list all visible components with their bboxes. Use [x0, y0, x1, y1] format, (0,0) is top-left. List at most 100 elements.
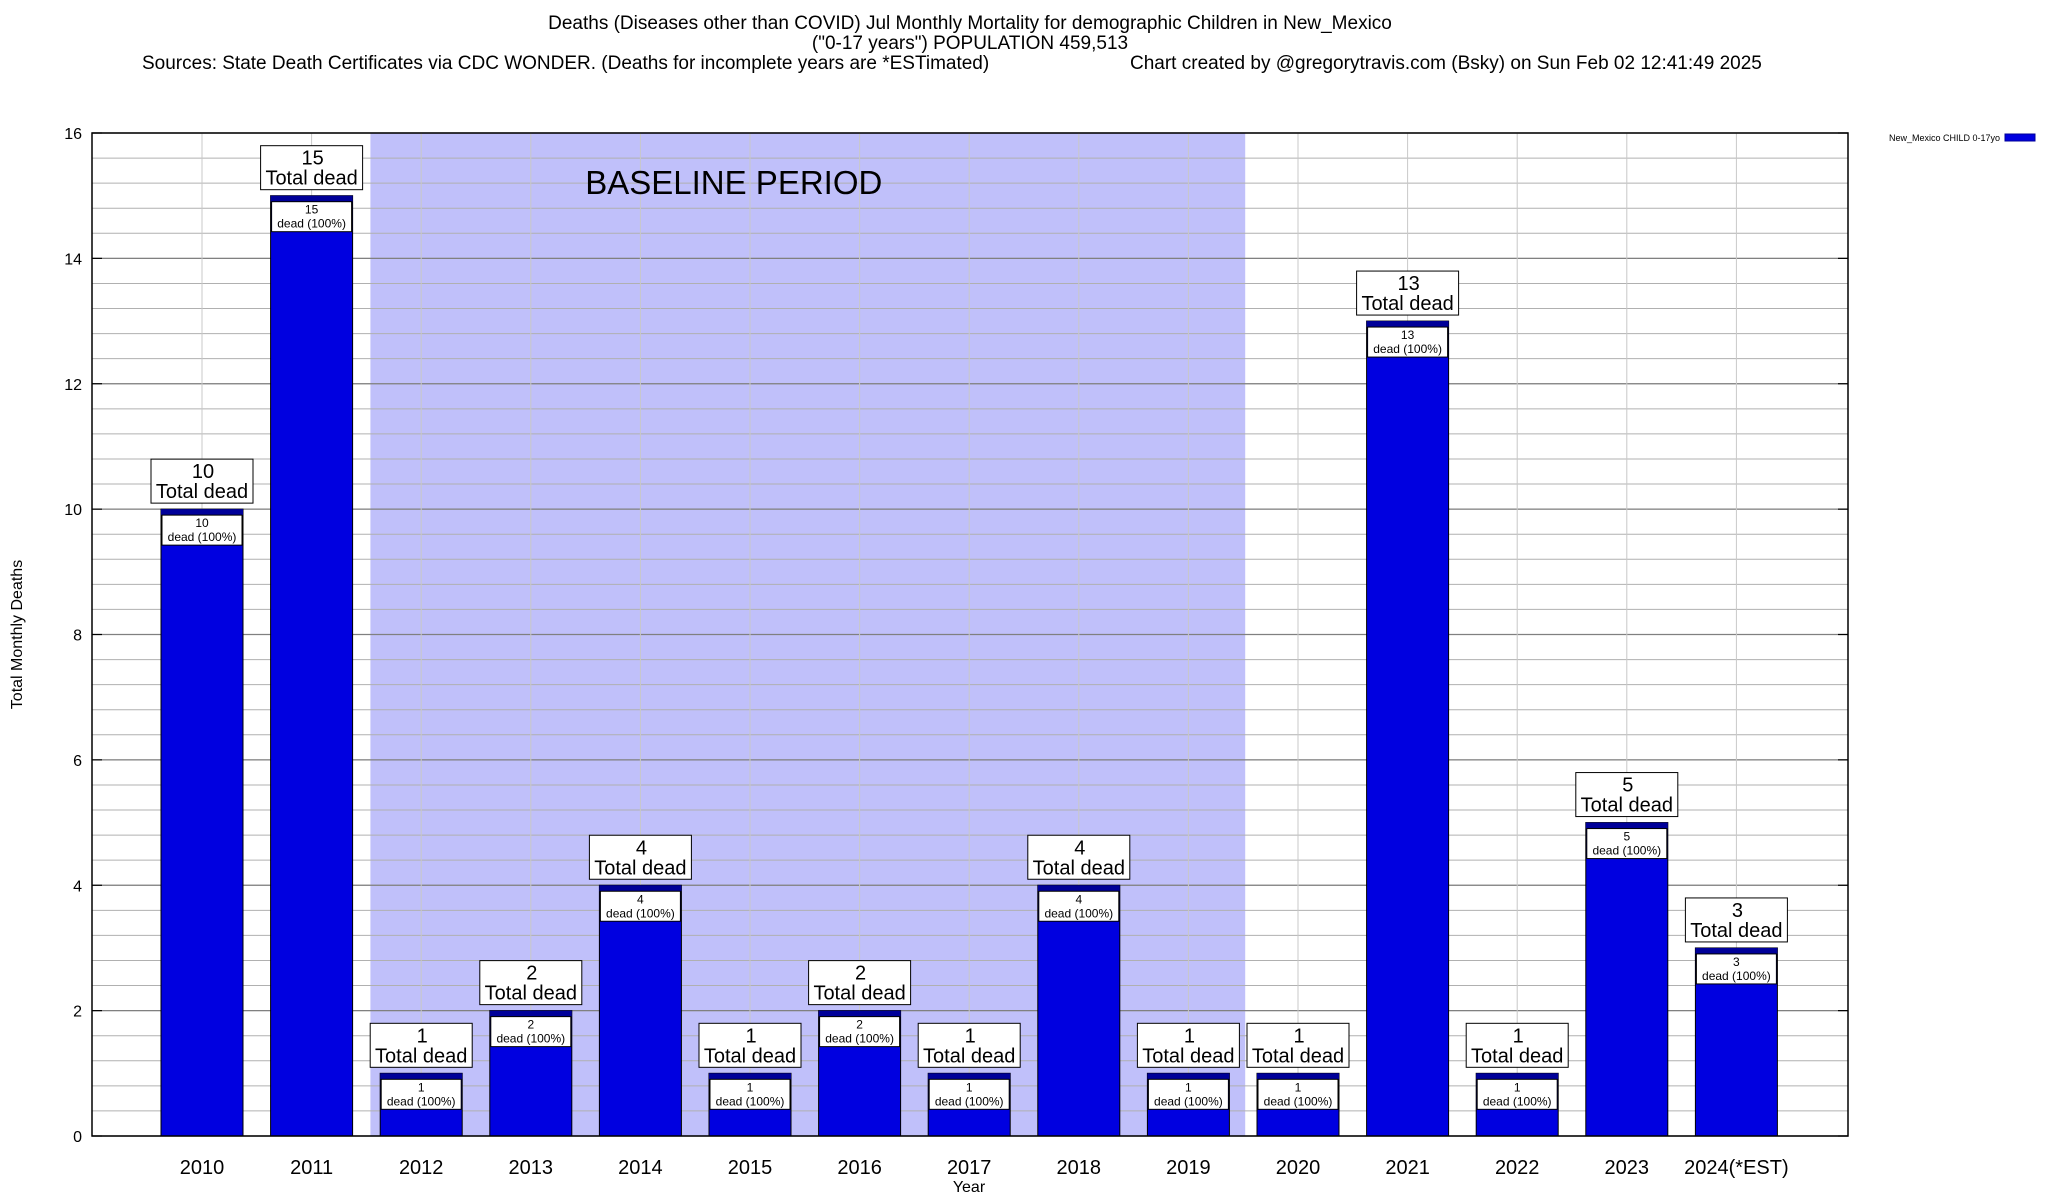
- total-dead-label: Total dead: [1690, 920, 1782, 942]
- inner-value-label: 1: [418, 1080, 425, 1094]
- inner-value-label: 4: [1075, 892, 1082, 906]
- total-value-label: 1: [417, 1025, 428, 1047]
- bar-cap: [928, 1073, 1011, 1080]
- inner-percent-label: dead (100%): [168, 530, 237, 544]
- total-label-box: [369, 1022, 473, 1068]
- bar-cap: [599, 885, 682, 892]
- baseline-period-label: BASELINE PERIOD: [585, 164, 882, 201]
- inner-value-label: 1: [747, 1080, 754, 1094]
- x-tick-label: 2017: [947, 1157, 992, 1179]
- inner-label-box: [1586, 828, 1668, 860]
- inner-label-box: [271, 201, 353, 233]
- bar-cap: [270, 195, 353, 202]
- inner-label-box: [1147, 1078, 1229, 1110]
- bar-cap: [1037, 885, 1120, 892]
- total-value-label: 1: [1293, 1025, 1304, 1047]
- inner-percent-label: dead (100%): [716, 1094, 785, 1108]
- total-value-label: 4: [1074, 837, 1085, 859]
- total-label-box: [150, 458, 254, 504]
- total-value-label: 10: [192, 461, 214, 483]
- total-label-box: [1246, 1022, 1350, 1068]
- total-label-box: [260, 145, 364, 191]
- total-dead-label: Total dead: [1252, 1045, 1344, 1067]
- total-dead-label: Total dead: [594, 857, 686, 879]
- total-value-label: 1: [1184, 1025, 1195, 1047]
- x-tick-label: 2013: [509, 1157, 554, 1179]
- total-label-box: [1684, 897, 1788, 943]
- total-label-box: [588, 834, 692, 880]
- chart-subtitle: ("0-17 years") POPULATION 459,513: [811, 33, 1129, 54]
- total-value-label: 5: [1622, 775, 1633, 797]
- y-axis-label: Total Monthly Deaths: [9, 560, 26, 709]
- bar: [270, 195, 354, 1137]
- bar-cap: [380, 1073, 463, 1080]
- inner-label-box: [819, 1016, 901, 1048]
- total-value-label: 1: [745, 1025, 756, 1047]
- y-tick-label: 16: [64, 126, 82, 143]
- inner-label-box: [1367, 326, 1449, 358]
- inner-value-label: 1: [1514, 1080, 1521, 1094]
- inner-percent-label: dead (100%): [496, 1032, 565, 1046]
- total-value-label: 2: [855, 963, 866, 985]
- inner-percent-label: dead (100%): [1154, 1094, 1223, 1108]
- bar: [1585, 822, 1669, 1137]
- total-label-box: [1136, 1022, 1240, 1068]
- inner-label-box: [1695, 953, 1777, 985]
- total-value-label: 13: [1397, 273, 1419, 295]
- total-value-label: 15: [301, 148, 323, 170]
- chart-sources: Sources: State Death Certificates via CD…: [142, 53, 990, 74]
- legend-label: New_Mexico CHILD 0-17yo: [1889, 133, 2000, 143]
- total-value-label: 2: [526, 963, 537, 985]
- bar-cap: [709, 1073, 791, 1080]
- inner-value-label: 4: [637, 892, 644, 906]
- inner-label-box: [928, 1078, 1010, 1110]
- total-value-label: 1: [1513, 1025, 1524, 1047]
- total-value-label: 4: [636, 837, 647, 859]
- total-dead-label: Total dead: [813, 983, 905, 1005]
- x-tick-label: 2022: [1495, 1157, 1540, 1179]
- x-tick-label: 2021: [1385, 1157, 1430, 1179]
- x-tick-label: 2019: [1166, 1157, 1211, 1179]
- legend-swatch: [2004, 133, 2036, 142]
- x-tick-label: 2011: [290, 1157, 333, 1179]
- inner-value-label: 5: [1623, 830, 1630, 844]
- inner-label-box: [709, 1078, 791, 1110]
- total-dead-label: Total dead: [704, 1045, 796, 1067]
- total-label-box: [698, 1022, 802, 1068]
- total-dead-label: Total dead: [1361, 293, 1453, 315]
- total-dead-label: Total dead: [485, 983, 577, 1005]
- x-tick-label: 2020: [1276, 1157, 1321, 1179]
- y-tick-label: 10: [64, 502, 82, 519]
- bar-cap: [1585, 822, 1668, 829]
- inner-percent-label: dead (100%): [1702, 969, 1771, 983]
- bar-cap: [1147, 1073, 1230, 1080]
- total-dead-label: Total dead: [375, 1045, 467, 1067]
- total-label-box: [1356, 270, 1460, 316]
- inner-percent-label: dead (100%): [1264, 1094, 1333, 1108]
- x-axis-label: Year: [953, 1179, 986, 1196]
- y-tick-label: 14: [64, 251, 82, 268]
- inner-value-label: 2: [527, 1018, 534, 1032]
- y-tick-label: 2: [73, 1004, 82, 1021]
- total-label-box: [1575, 772, 1679, 818]
- inner-value-label: 15: [305, 203, 319, 217]
- inner-percent-label: dead (100%): [825, 1032, 894, 1046]
- x-tick-label: 2010: [180, 1157, 225, 1179]
- bar: [1037, 884, 1121, 1137]
- chart-header: Deaths (Diseases other than COVID) Jul M…: [0, 0, 1940, 80]
- chart-credit: Chart created by @gregorytravis.com (Bsk…: [1130, 53, 1762, 74]
- total-label-box: [479, 960, 583, 1006]
- inner-value-label: 1: [1185, 1080, 1192, 1094]
- inner-percent-label: dead (100%): [935, 1094, 1004, 1108]
- y-tick-label: 6: [73, 753, 82, 770]
- bar-cap: [1366, 321, 1449, 328]
- total-dead-label: Total dead: [156, 481, 248, 503]
- x-tick-label: 2014: [618, 1157, 663, 1179]
- inner-value-label: 1: [1295, 1080, 1302, 1094]
- inner-value-label: 2: [856, 1018, 863, 1032]
- total-label-box: [917, 1022, 1021, 1068]
- bar-cap: [818, 1010, 901, 1017]
- bar: [1366, 320, 1450, 1137]
- inner-percent-label: dead (100%): [387, 1094, 456, 1108]
